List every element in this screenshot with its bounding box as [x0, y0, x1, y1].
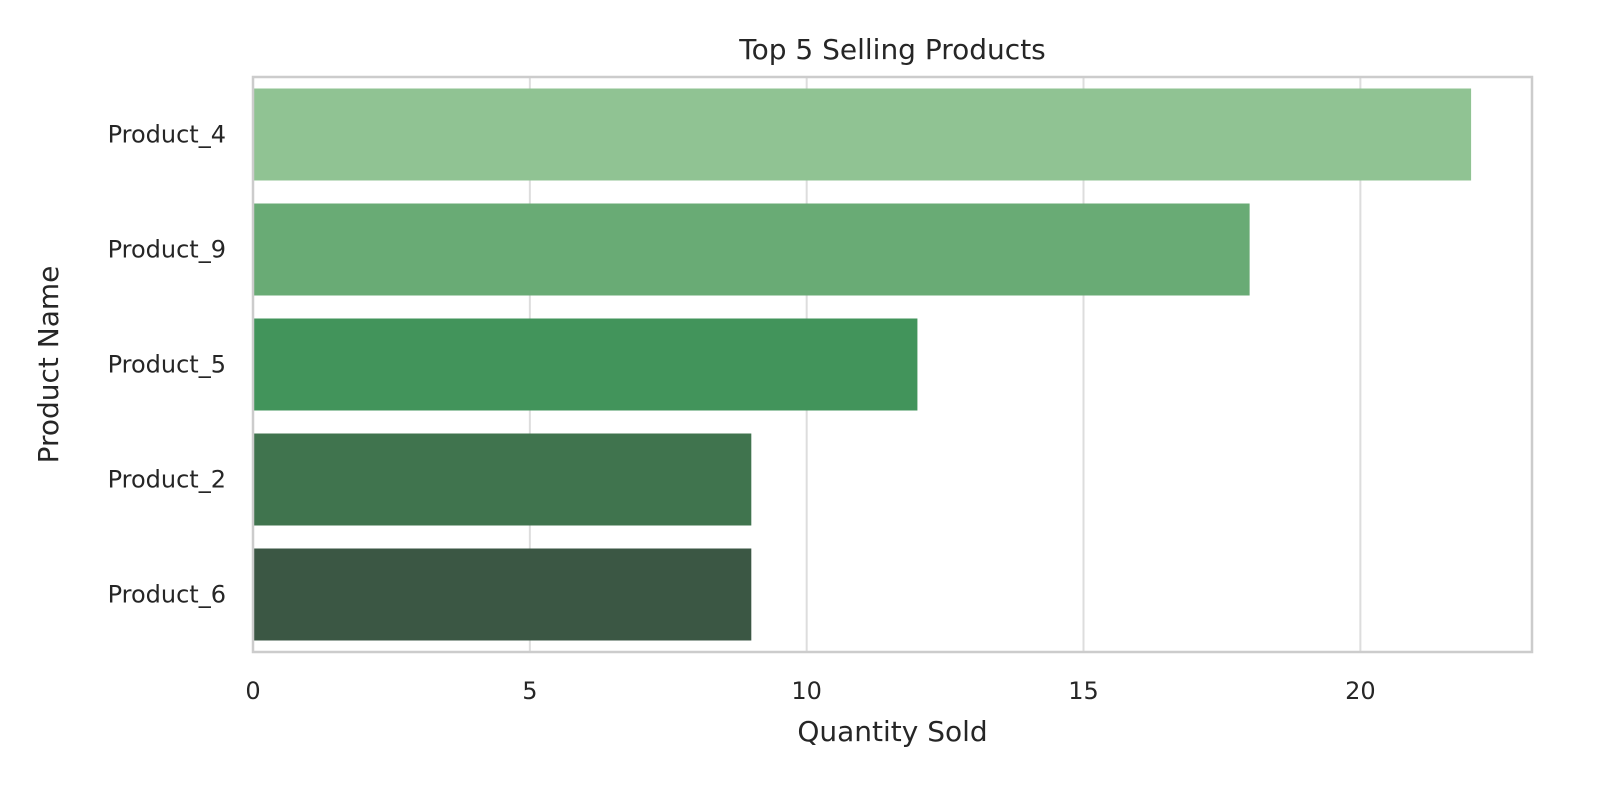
y-tick-labels: Product_4 Product_9 Product_5 Product_2 Prod…	[108, 121, 226, 609]
plot-frame	[251, 75, 1534, 654]
bar-product-9	[253, 203, 1250, 296]
y-axis-label: Product Name	[32, 266, 65, 464]
x-tick-label: 20	[1345, 677, 1376, 705]
y-tick-label: Product_5	[108, 351, 226, 379]
y-tick-label: Product_9	[108, 236, 226, 264]
x-tick-label: 0	[245, 677, 260, 705]
x-axis-label: Quantity Sold	[797, 715, 987, 748]
bar-product-4	[253, 88, 1472, 181]
x-tick-label: 15	[1068, 677, 1099, 705]
x-tick-label: 5	[522, 677, 537, 705]
y-tick-label: Product_6	[108, 581, 226, 609]
chart-title: Top 5 Selling Products	[738, 33, 1046, 66]
bar-product-5	[253, 318, 918, 411]
bars	[253, 88, 1472, 641]
x-tick-labels: 0 5 10 15 20	[245, 677, 1375, 705]
y-tick-label: Product_2	[108, 466, 226, 494]
x-tick-label: 10	[791, 677, 822, 705]
bar-product-2	[253, 433, 752, 526]
y-tick-label: Product_4	[108, 121, 226, 149]
bar-product-6	[253, 548, 752, 641]
